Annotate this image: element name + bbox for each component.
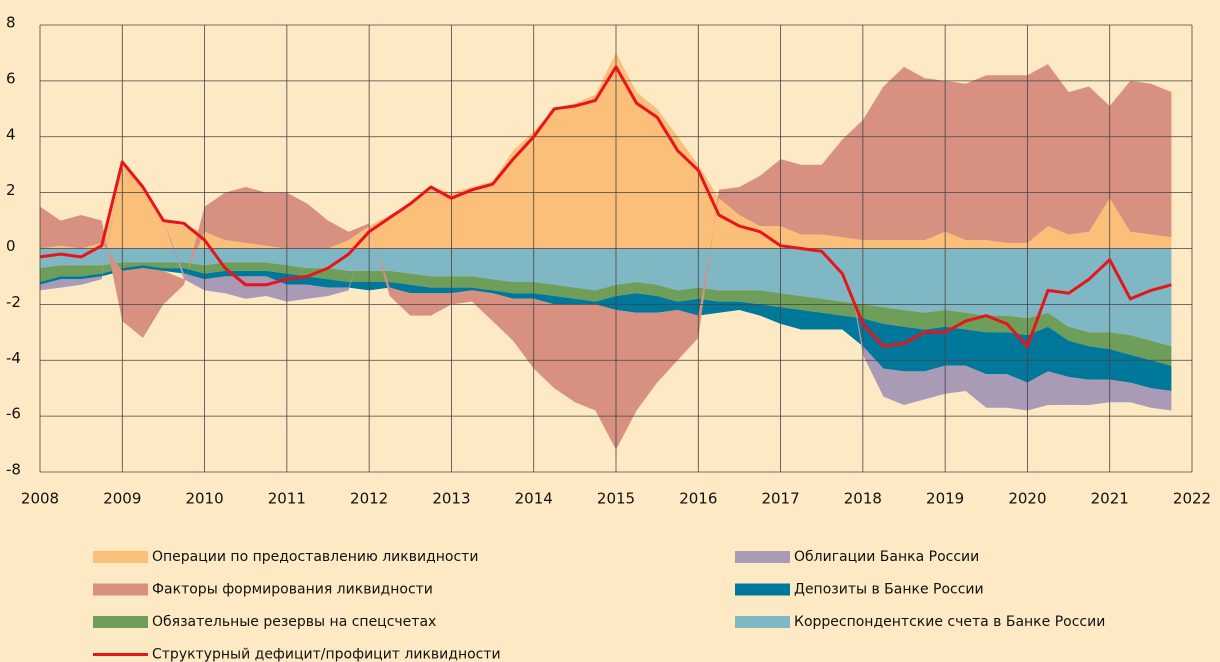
legend-label: Облигации Банка России	[794, 549, 979, 565]
x-tick-label: 2019	[926, 490, 964, 508]
area	[40, 52, 1172, 249]
legend-swatch	[735, 583, 790, 596]
y-tick-label: -8	[6, 461, 21, 479]
y-tick-label: -6	[6, 405, 21, 423]
area	[40, 64, 1172, 450]
y-tick-label: 4	[6, 125, 16, 143]
legend-label: Операции по предоставлению ликвидности	[152, 549, 478, 565]
x-tick-label: 2011	[268, 490, 306, 508]
legend-swatch	[93, 583, 148, 596]
y-tick-label: 2	[6, 181, 16, 199]
legend-swatch	[93, 551, 148, 563]
x-tick-label: 2020	[1008, 490, 1046, 508]
y-tick-label: 8	[6, 14, 16, 32]
x-tick-label: 2012	[350, 490, 388, 508]
x-tick-label: 2014	[515, 490, 553, 508]
legend-label: Обязательные резервы на спецсчетах	[152, 614, 436, 630]
line	[39, 65, 1172, 348]
x-tick-label: 2016	[679, 490, 717, 508]
x-tick-label: 2022	[1173, 490, 1211, 508]
x-tick-label: 2018	[844, 490, 882, 508]
x-tick-label: 2013	[432, 490, 470, 508]
legend-label: Корреспондентские счета в Банке России	[794, 614, 1105, 630]
x-tick-label: 2015	[597, 490, 635, 508]
x-tick-label: 2010	[185, 490, 223, 508]
legend-label: Депозиты в Банке России	[794, 582, 984, 598]
y-tick-label: -2	[6, 293, 21, 311]
y-tick-label: 0	[6, 237, 16, 255]
x-tick-label: 2021	[1091, 490, 1129, 508]
x-tick-label: 2017	[761, 490, 799, 508]
legend-swatch	[735, 616, 790, 628]
y-tick-label: -4	[6, 349, 21, 367]
y-tick-label: 6	[6, 69, 16, 87]
area	[40, 248, 1172, 347]
legend-label: Факторы формирования ликвидности	[152, 582, 433, 598]
legend-swatch	[735, 551, 790, 563]
area	[40, 52, 1172, 411]
x-tick-label: 2008	[21, 490, 59, 508]
x-tick-label: 2009	[103, 490, 141, 508]
legend-swatch	[93, 616, 148, 628]
legend-label: Структурный дефицит/профицит ликвидности	[152, 647, 501, 662]
area	[40, 265, 1172, 391]
